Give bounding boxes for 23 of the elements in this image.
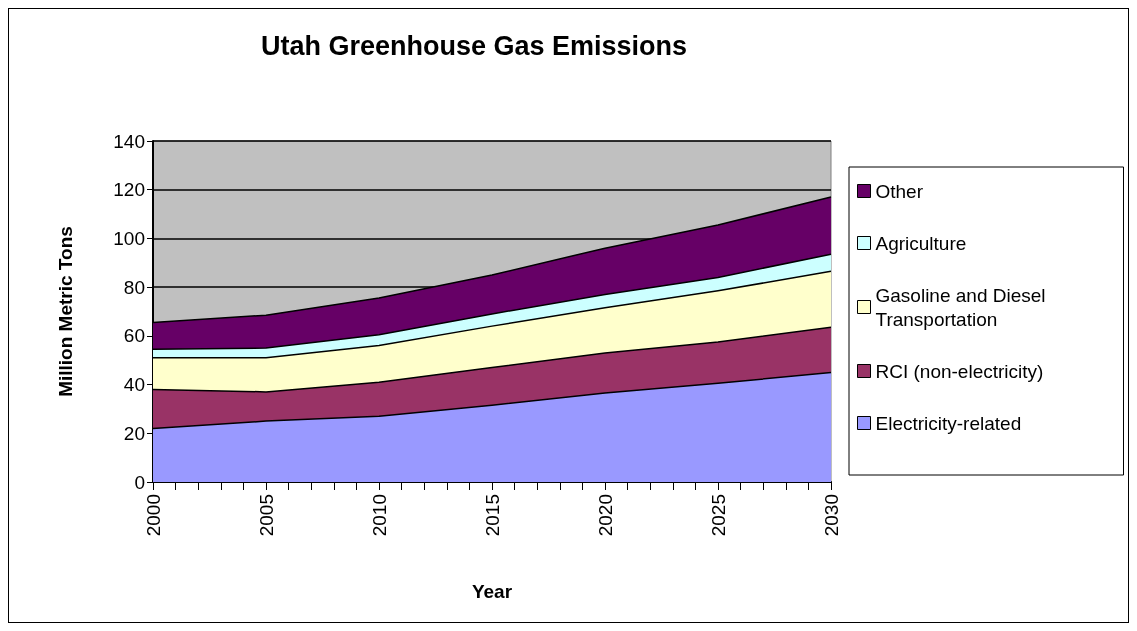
x-tick-label: 2020 [594,494,616,537]
legend-label: RCI (non-electricity) [875,360,1044,382]
x-tick-label: 2005 [255,494,277,537]
y-tick-label: 80 [123,276,145,298]
legend-label: Electricity-related [875,412,1022,434]
x-tick-label: 2010 [368,494,390,537]
chart-title: Utah Greenhouse Gas Emissions [260,30,688,61]
x-axis-title: Year [471,581,513,602]
y-tick-label: 120 [113,179,145,201]
legend-label: Agriculture [875,232,967,254]
y-axis-title: Million Metric Tons [55,226,76,397]
x-tick-label: 2015 [481,494,503,537]
y-tick-label: 100 [113,227,145,249]
y-tick-label: 60 [123,325,145,347]
x-tick-label: 2030 [820,494,842,537]
y-tick-label: 0 [134,471,145,493]
y-tick-label: 20 [123,422,145,444]
x-tick-label: 2000 [142,494,164,537]
legend-label: Gasoline and Diesel Transportation [875,284,1051,330]
y-tick-label: 40 [123,374,145,396]
x-tick-label: 2025 [707,494,729,537]
legend-label: Other [875,180,924,202]
y-tick-label: 140 [113,130,145,152]
